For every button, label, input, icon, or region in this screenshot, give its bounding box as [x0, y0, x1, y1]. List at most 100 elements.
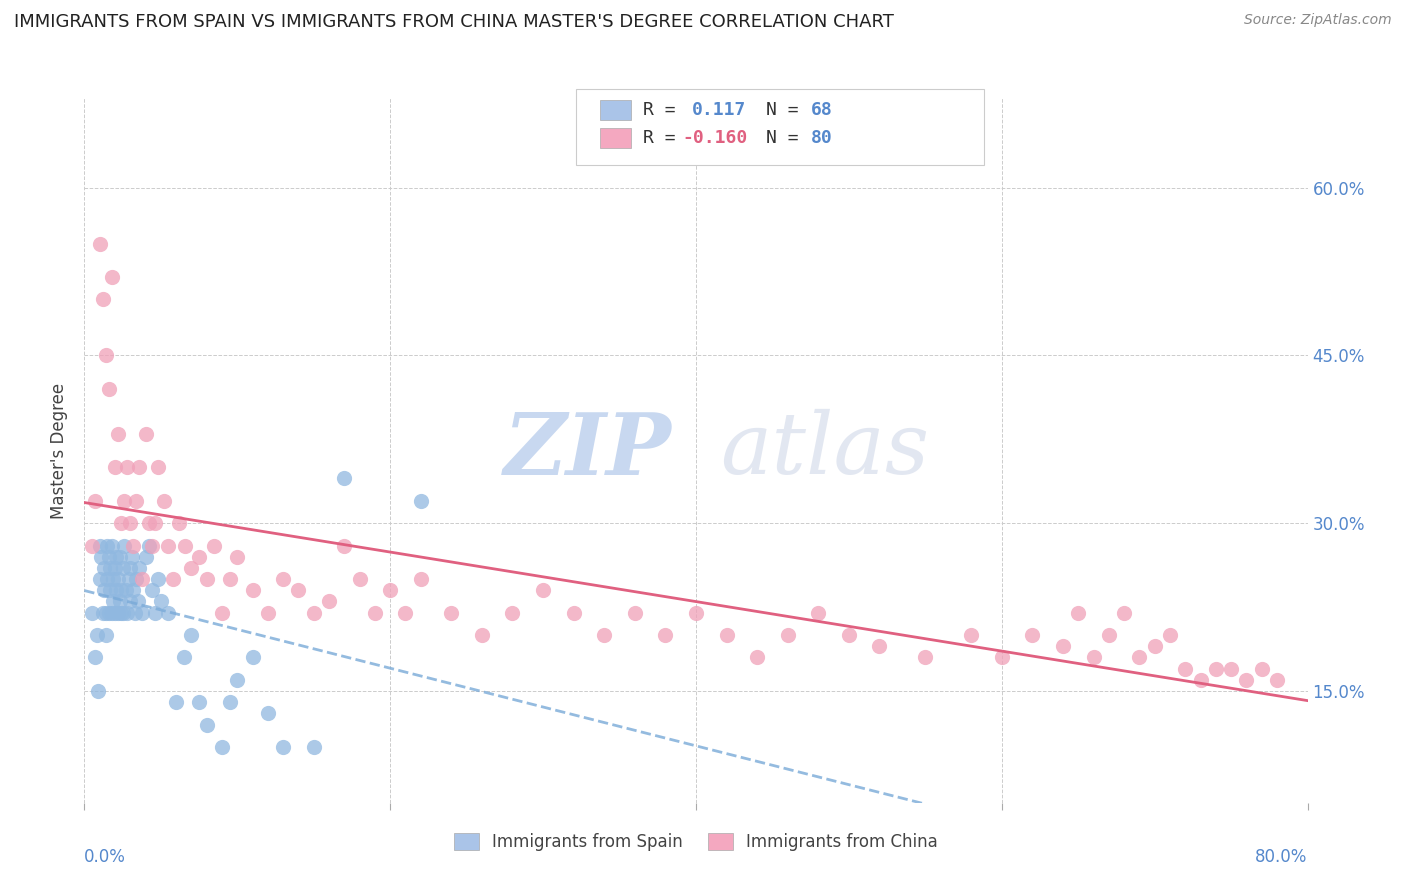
Point	[101, 606, 124, 620]
Point	[80, 606, 103, 620]
Text: 0.0%: 0.0%	[84, 847, 127, 865]
Text: 68: 68	[811, 101, 832, 119]
Point	[349, 572, 371, 586]
Text: R =: R =	[643, 129, 686, 147]
Point	[242, 650, 264, 665]
Point	[188, 695, 211, 709]
Point	[394, 606, 416, 620]
Point	[135, 549, 157, 564]
Point	[333, 539, 356, 553]
Point	[1114, 606, 1136, 620]
Point	[122, 539, 145, 553]
Point	[1021, 628, 1043, 642]
Text: IMMIGRANTS FROM SPAIN VS IMMIGRANTS FROM CHINA MASTER'S DEGREE CORRELATION CHART: IMMIGRANTS FROM SPAIN VS IMMIGRANTS FROM…	[14, 13, 894, 31]
Point	[195, 717, 218, 731]
Text: 80.0%: 80.0%	[1256, 847, 1308, 865]
Point	[107, 426, 129, 441]
Point	[110, 606, 132, 620]
Point	[211, 606, 233, 620]
Point	[162, 572, 184, 586]
Point	[87, 684, 110, 698]
Point	[165, 695, 187, 709]
Point	[218, 572, 240, 586]
Text: 0.117: 0.117	[692, 101, 747, 119]
Point	[105, 583, 128, 598]
Point	[211, 739, 233, 754]
Point	[807, 606, 830, 620]
Point	[124, 606, 146, 620]
Point	[94, 606, 117, 620]
Point	[107, 606, 129, 620]
Point	[318, 594, 340, 608]
Point	[115, 460, 138, 475]
Point	[115, 606, 138, 620]
Point	[114, 583, 136, 598]
Point	[94, 628, 117, 642]
Point	[120, 516, 142, 531]
Point	[174, 539, 197, 553]
Point	[302, 739, 325, 754]
Point	[960, 628, 983, 642]
Point	[1205, 662, 1227, 676]
Point	[121, 549, 143, 564]
Point	[654, 628, 676, 642]
Point	[141, 539, 163, 553]
Point	[257, 606, 280, 620]
Point	[111, 606, 134, 620]
Point	[149, 594, 172, 608]
Point	[108, 549, 131, 564]
Point	[120, 561, 142, 575]
Point	[112, 493, 135, 508]
Point	[84, 650, 107, 665]
Point	[125, 572, 148, 586]
Point	[1083, 650, 1105, 665]
Point	[96, 539, 118, 553]
Point	[146, 460, 169, 475]
Text: atlas: atlas	[720, 409, 929, 491]
Point	[1098, 628, 1121, 642]
Point	[97, 606, 120, 620]
Point	[101, 539, 124, 553]
Point	[91, 293, 114, 307]
Point	[131, 606, 153, 620]
Point	[531, 583, 554, 598]
Point	[180, 628, 202, 642]
Point	[471, 628, 494, 642]
Point	[146, 572, 169, 586]
Point	[141, 583, 163, 598]
Point	[226, 549, 249, 564]
Point	[271, 739, 294, 754]
Point	[143, 516, 166, 531]
Point	[97, 382, 120, 396]
Point	[593, 628, 616, 642]
Legend: Immigrants from Spain, Immigrants from China: Immigrants from Spain, Immigrants from C…	[447, 826, 945, 858]
Point	[94, 348, 117, 362]
Point	[562, 606, 585, 620]
Point	[122, 583, 145, 598]
Point	[409, 572, 432, 586]
Point	[93, 583, 115, 598]
Point	[195, 572, 218, 586]
Point	[914, 650, 936, 665]
Point	[96, 572, 118, 586]
Point	[108, 594, 131, 608]
Point	[157, 539, 180, 553]
Point	[103, 572, 125, 586]
Point	[1143, 639, 1166, 653]
Point	[120, 594, 142, 608]
Point	[112, 539, 135, 553]
Point	[157, 606, 180, 620]
Point	[380, 583, 402, 598]
Point	[991, 650, 1014, 665]
Point	[89, 539, 111, 553]
Point	[409, 493, 432, 508]
Point	[110, 583, 132, 598]
Point	[1052, 639, 1074, 653]
Point	[153, 493, 176, 508]
Point	[107, 572, 129, 586]
Point	[131, 572, 153, 586]
Point	[97, 549, 120, 564]
Point	[104, 460, 127, 475]
Point	[104, 606, 127, 620]
Text: N =: N =	[766, 101, 810, 119]
